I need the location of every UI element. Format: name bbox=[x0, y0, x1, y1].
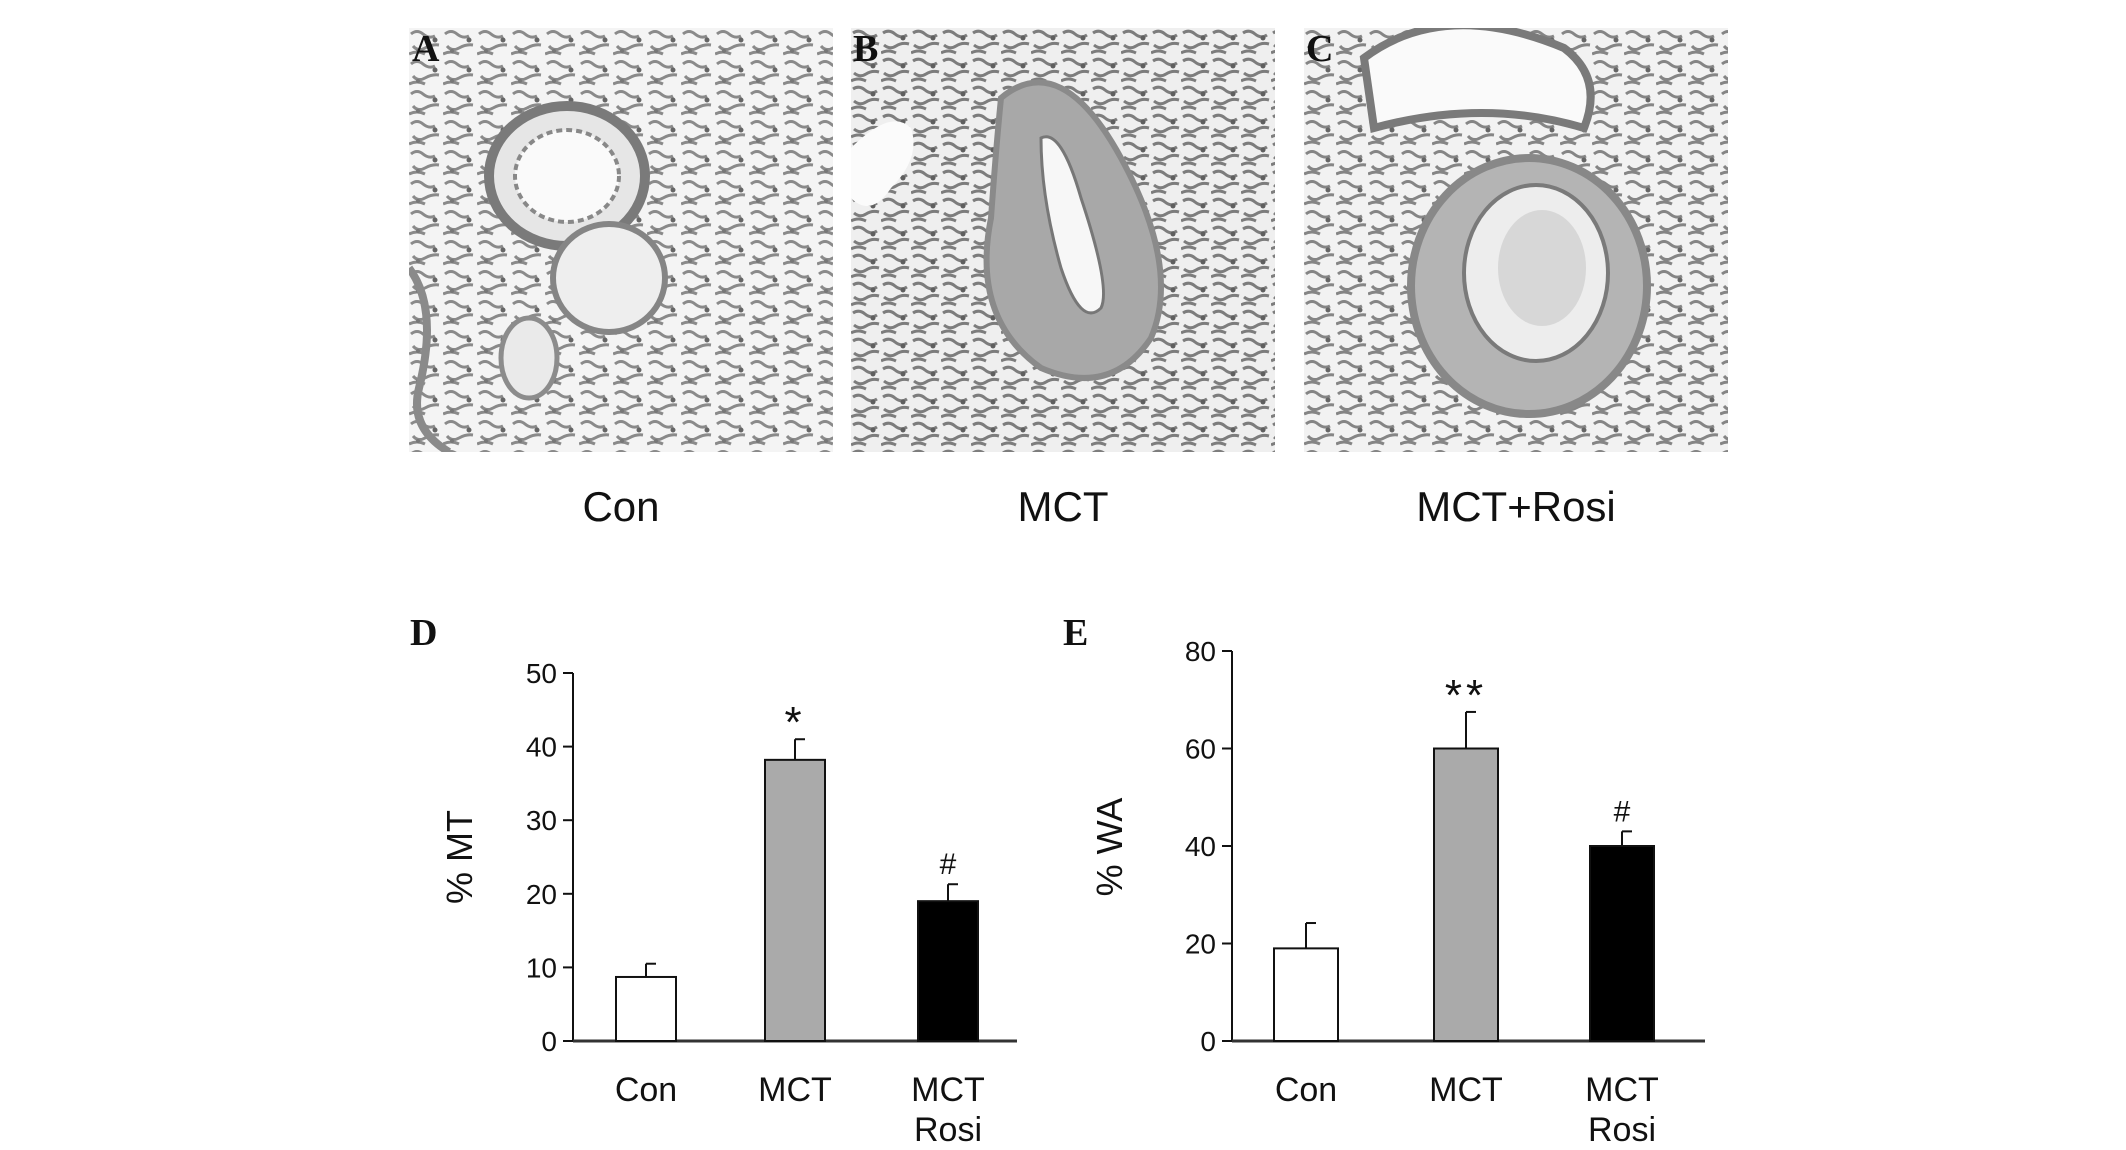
panel-letter-e: E bbox=[1063, 612, 1089, 654]
chart-d-y-tick-label: 10 bbox=[526, 952, 557, 983]
chart-e-y-tick-label: 0 bbox=[1200, 1026, 1216, 1057]
micrograph-con bbox=[409, 28, 833, 452]
chart-e-bar bbox=[1589, 845, 1655, 1042]
chart-e-category-label: MCT bbox=[1585, 1071, 1659, 1109]
chart-e-significance-label: # bbox=[1614, 795, 1631, 828]
panel-letter-a: A bbox=[412, 28, 440, 70]
caption-mct-rosi: MCT+Rosi bbox=[1416, 483, 1616, 530]
chart-d-y-tick-label: 0 bbox=[541, 1026, 557, 1057]
caption-con: Con bbox=[582, 483, 660, 530]
chart-d-significance-label: # bbox=[940, 848, 957, 881]
chart-d-category-label: Con bbox=[615, 1071, 677, 1109]
panel-letter-c: C bbox=[1306, 28, 1334, 70]
chart-d-bar bbox=[764, 758, 826, 1043]
chart-e-category-label: Rosi bbox=[1588, 1111, 1656, 1149]
chart-d-bar bbox=[615, 975, 677, 1043]
chart-e-y-tick-label: 80 bbox=[1185, 636, 1216, 667]
chart-d-y-tick-label: 30 bbox=[526, 805, 557, 836]
chart-e-y-tick-label: 60 bbox=[1185, 734, 1216, 765]
micrograph-con-tissue bbox=[409, 28, 833, 452]
chart-e-category-label: MCT bbox=[1429, 1071, 1503, 1109]
chart-d-significance-label: * bbox=[784, 698, 805, 747]
micrograph-mct-rosi-tissue bbox=[1304, 28, 1728, 452]
chart-e-bar bbox=[1433, 747, 1499, 1042]
caption-mct: MCT bbox=[1017, 483, 1109, 530]
chart-d-bar bbox=[917, 900, 979, 1042]
micrograph-mct-rosi bbox=[1304, 28, 1728, 452]
chart-e-y-tick-label: 40 bbox=[1185, 831, 1216, 862]
panel-letter-d: D bbox=[410, 612, 438, 654]
panel-letter-b: B bbox=[853, 28, 879, 70]
chart-e-y-tick-label: 20 bbox=[1185, 929, 1216, 960]
chart-d-y-axis-label: % MT bbox=[439, 810, 480, 904]
chart-d-y-tick-label: 50 bbox=[526, 658, 557, 689]
chart-d-y-tick-label: 40 bbox=[526, 732, 557, 763]
micrograph-mct-tissue bbox=[851, 28, 1275, 452]
chart-e-bar bbox=[1273, 947, 1339, 1042]
chart-e-y-axis-label: % WA bbox=[1089, 798, 1130, 897]
micrograph-mct bbox=[851, 28, 1275, 452]
chart-e-category-label: Con bbox=[1275, 1071, 1337, 1109]
chart-e-significance-label: ** bbox=[1445, 671, 1487, 720]
chart-d-y-tick-label: 20 bbox=[526, 879, 557, 910]
chart-d-category-label: MCT bbox=[911, 1071, 985, 1109]
chart-d-category-label: Rosi bbox=[914, 1111, 982, 1149]
chart-d-category-label: MCT bbox=[758, 1071, 832, 1109]
